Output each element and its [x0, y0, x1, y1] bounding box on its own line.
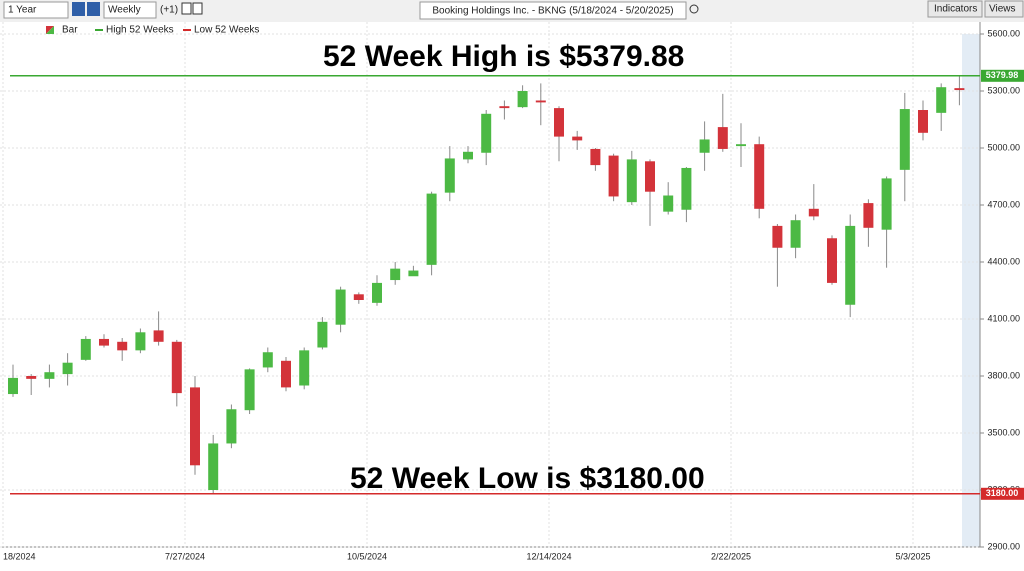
annotation: 52 Week Low is $3180.00 — [350, 462, 705, 495]
candle-body — [353, 294, 364, 300]
candle-body — [481, 113, 492, 153]
reference-tag — [981, 487, 1024, 500]
y-tick-label: 5300.00 — [987, 85, 1020, 95]
candle-body — [572, 136, 583, 141]
candle-body — [317, 321, 328, 348]
x-tick-label: 12/14/2024 — [526, 551, 571, 561]
candle-body — [99, 338, 109, 346]
candle-body — [899, 109, 910, 170]
candle-body — [408, 270, 419, 277]
reference-tag — [981, 69, 1024, 82]
offset-label: (+1) — [160, 5, 178, 16]
candle-body — [8, 377, 18, 395]
candle-body — [918, 110, 928, 133]
legend-label: High 52 Weeks — [106, 25, 174, 36]
candle-body — [517, 91, 528, 108]
candle-body — [117, 341, 128, 351]
views-button[interactable] — [984, 0, 1024, 18]
y-tick-label: 3800.00 — [987, 370, 1020, 380]
candle-body — [754, 144, 765, 209]
candle-body — [80, 338, 91, 360]
candle-body — [26, 376, 37, 379]
chart-title: Booking Holdings Inc. - BKNG (5/18/2024 … — [432, 6, 673, 17]
search-icon[interactable] — [689, 4, 699, 14]
reference-tag-label: 3180.00 — [986, 488, 1019, 498]
candle-body — [171, 341, 182, 394]
candle-body — [444, 158, 455, 193]
candle-body — [226, 409, 237, 444]
candle-body — [681, 167, 692, 210]
candle-body — [463, 151, 473, 160]
candle-body — [827, 238, 837, 283]
range-select[interactable] — [3, 1, 69, 19]
candle-body — [590, 148, 601, 166]
legend-swatch — [46, 26, 54, 34]
legend-label: Low 52 Weeks — [194, 25, 259, 36]
candle-body — [699, 139, 710, 153]
candle-body — [936, 87, 947, 113]
candle-body — [390, 268, 401, 281]
candle-body — [262, 352, 273, 368]
candle-body — [863, 203, 874, 228]
candle-body — [808, 208, 819, 217]
x-tick-label: 10/5/2024 — [347, 551, 387, 561]
future-area — [962, 34, 980, 547]
candle-body — [44, 372, 55, 379]
candle-body — [535, 100, 546, 103]
candle-body — [626, 159, 637, 203]
candle-body — [499, 106, 510, 109]
candle-body — [281, 360, 291, 388]
candle-body — [717, 127, 728, 149]
candle-body — [372, 282, 382, 303]
indicators-button[interactable] — [927, 0, 983, 18]
x-tick-label: 5/3/2025 — [895, 551, 930, 561]
range-label: 1 Year — [8, 5, 37, 16]
y-tick-label: 4700.00 — [987, 199, 1020, 209]
zoom-in[interactable] — [72, 2, 85, 16]
x-tick-label: 2/22/2025 — [711, 551, 751, 561]
annotation: 52 Week High is $5379.88 — [323, 40, 684, 73]
legend-label: Bar — [62, 25, 78, 36]
y-tick-label: 2900.00 — [987, 541, 1020, 551]
candle-body — [208, 443, 219, 490]
y-tick-label: 4100.00 — [987, 313, 1020, 323]
views-label: Views — [989, 4, 1016, 15]
x-tick-label: 7/27/2024 — [165, 551, 205, 561]
candle-body — [244, 369, 255, 411]
candle-body — [335, 289, 346, 325]
y-tick-label: 4400.00 — [987, 256, 1020, 266]
offset-plus[interactable] — [181, 2, 192, 15]
candle-body — [881, 178, 892, 230]
candle-body — [153, 330, 164, 342]
candle-body — [772, 225, 783, 248]
y-tick-label: 5000.00 — [987, 142, 1020, 152]
interval-select[interactable] — [103, 1, 157, 19]
candle-body — [790, 220, 801, 248]
candle-body — [426, 193, 437, 265]
candle-body — [663, 195, 674, 212]
candle-body — [645, 161, 655, 192]
y-tick-label: 3500.00 — [987, 427, 1020, 437]
offset-minus[interactable] — [192, 2, 203, 15]
candle-body — [954, 88, 965, 91]
candle-body — [299, 350, 310, 386]
candle-body — [190, 387, 200, 466]
candle-body — [608, 155, 619, 197]
x-tick-label: 18/2024 — [3, 551, 36, 561]
candle-body — [845, 225, 856, 305]
y-tick-label: 5600.00 — [987, 28, 1020, 38]
indicators-label: Indicators — [934, 4, 977, 15]
candle-body — [554, 108, 564, 137]
candle-body — [736, 144, 746, 147]
interval-label: Weekly — [108, 5, 141, 16]
candle-body — [62, 362, 73, 375]
reference-tag-label: 5379.98 — [986, 70, 1019, 80]
zoom-out[interactable] — [87, 2, 100, 16]
candle-body — [135, 332, 146, 351]
symbol-box[interactable] — [419, 1, 687, 20]
